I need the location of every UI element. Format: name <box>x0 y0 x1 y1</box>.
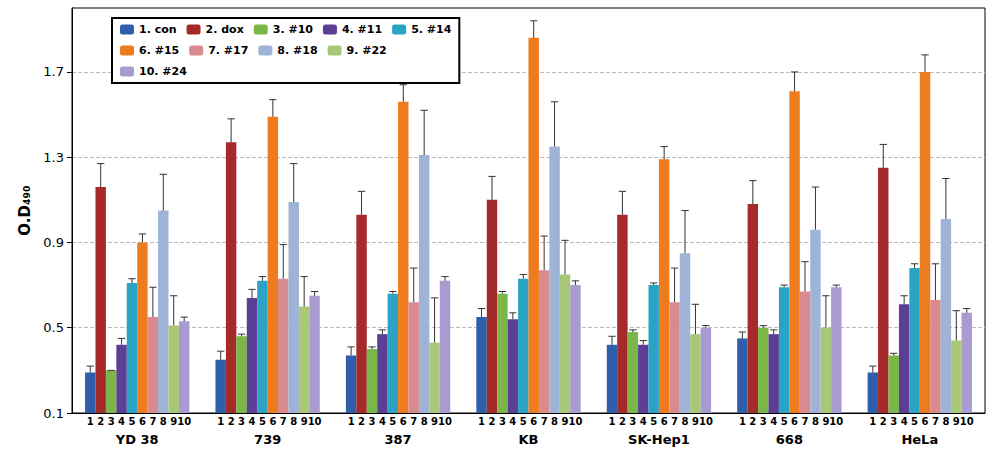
svg-text:10: 10 <box>438 416 452 427</box>
svg-text:10: 10 <box>177 416 191 427</box>
svg-text:2: 2 <box>228 416 235 427</box>
svg-text:5: 5 <box>129 416 136 427</box>
svg-text:1: 1 <box>478 416 485 427</box>
svg-text:3: 3 <box>108 416 115 427</box>
svg-text:3: 3 <box>369 416 376 427</box>
svg-text:2: 2 <box>749 416 756 427</box>
svg-text:10: 10 <box>960 416 974 427</box>
svg-text:0.5: 0.5 <box>43 320 64 335</box>
svg-text:2: 2 <box>880 416 887 427</box>
svg-text:1.3: 1.3 <box>43 150 64 165</box>
svg-text:10: 10 <box>308 416 322 427</box>
svg-text:5. #14: 5. #14 <box>411 23 452 36</box>
svg-text:2: 2 <box>97 416 104 427</box>
svg-text:4: 4 <box>118 416 125 427</box>
svg-text:2: 2 <box>358 416 365 427</box>
svg-text:668: 668 <box>776 432 803 447</box>
svg-text:9: 9 <box>301 416 308 427</box>
svg-text:7: 7 <box>671 416 678 427</box>
svg-text:0.9: 0.9 <box>43 235 64 250</box>
svg-text:3: 3 <box>629 416 636 427</box>
svg-text:8: 8 <box>551 416 558 427</box>
svg-text:7. #17: 7. #17 <box>208 44 248 57</box>
svg-text:SK-Hep1: SK-Hep1 <box>628 432 690 447</box>
svg-text:4: 4 <box>770 416 777 427</box>
svg-text:8: 8 <box>942 416 949 427</box>
svg-text:4: 4 <box>509 416 516 427</box>
svg-text:6: 6 <box>139 416 146 427</box>
svg-text:7: 7 <box>541 416 548 427</box>
svg-text:6: 6 <box>400 416 407 427</box>
svg-text:5: 5 <box>911 416 918 427</box>
svg-text:4: 4 <box>249 416 256 427</box>
svg-text:HeLa: HeLa <box>901 432 938 447</box>
svg-text:8: 8 <box>812 416 819 427</box>
svg-text:9: 9 <box>431 416 438 427</box>
svg-text:9. #22: 9. #22 <box>347 44 387 57</box>
svg-text:6: 6 <box>269 416 276 427</box>
svg-text:KB: KB <box>519 432 539 447</box>
svg-text:1: 1 <box>217 416 224 427</box>
svg-text:2. dox: 2. dox <box>206 23 244 36</box>
svg-text:8: 8 <box>421 416 428 427</box>
svg-text:9: 9 <box>822 416 829 427</box>
svg-text:3: 3 <box>499 416 506 427</box>
svg-text:0.1: 0.1 <box>43 406 64 421</box>
svg-text:3: 3 <box>238 416 245 427</box>
svg-text:10: 10 <box>699 416 713 427</box>
svg-text:7: 7 <box>149 416 156 427</box>
svg-text:1: 1 <box>608 416 615 427</box>
svg-text:1: 1 <box>348 416 355 427</box>
svg-text:10: 10 <box>829 416 843 427</box>
svg-text:5: 5 <box>781 416 788 427</box>
svg-text:3: 3 <box>890 416 897 427</box>
svg-text:5: 5 <box>650 416 657 427</box>
svg-text:8: 8 <box>160 416 167 427</box>
svg-text:1. con: 1. con <box>139 23 177 36</box>
svg-text:5: 5 <box>520 416 527 427</box>
svg-text:7: 7 <box>802 416 809 427</box>
svg-text:6: 6 <box>922 416 929 427</box>
svg-text:4: 4 <box>379 416 386 427</box>
svg-text:5: 5 <box>259 416 266 427</box>
svg-text:4: 4 <box>640 416 647 427</box>
svg-text:1: 1 <box>87 416 94 427</box>
svg-text:YD 38: YD 38 <box>115 432 159 447</box>
svg-text:8. #18: 8. #18 <box>277 44 317 57</box>
svg-text:9: 9 <box>170 416 177 427</box>
svg-text:1.7: 1.7 <box>43 64 64 79</box>
svg-text:7: 7 <box>932 416 939 427</box>
svg-text:9: 9 <box>562 416 569 427</box>
svg-text:2: 2 <box>619 416 626 427</box>
svg-text:739: 739 <box>254 432 281 447</box>
svg-text:7: 7 <box>280 416 287 427</box>
svg-text:2: 2 <box>488 416 495 427</box>
svg-text:6: 6 <box>530 416 537 427</box>
svg-text:387: 387 <box>385 432 412 447</box>
svg-text:8: 8 <box>682 416 689 427</box>
svg-text:3. #10: 3. #10 <box>273 23 314 36</box>
svg-text:6: 6 <box>661 416 668 427</box>
svg-text:9: 9 <box>953 416 960 427</box>
svg-text:9: 9 <box>692 416 699 427</box>
svg-text:8: 8 <box>290 416 297 427</box>
svg-text:7: 7 <box>410 416 417 427</box>
svg-text:4: 4 <box>901 416 908 427</box>
svg-text:O.D₄₉₀: O.D₄₉₀ <box>16 185 34 235</box>
svg-text:10. #24: 10. #24 <box>139 65 187 78</box>
svg-text:3: 3 <box>760 416 767 427</box>
svg-text:5: 5 <box>389 416 396 427</box>
svg-text:1: 1 <box>739 416 746 427</box>
svg-text:10: 10 <box>568 416 582 427</box>
svg-text:4. #11: 4. #11 <box>342 23 382 36</box>
svg-text:6: 6 <box>791 416 798 427</box>
svg-text:6. #15: 6. #15 <box>139 44 179 57</box>
svg-text:1: 1 <box>869 416 876 427</box>
